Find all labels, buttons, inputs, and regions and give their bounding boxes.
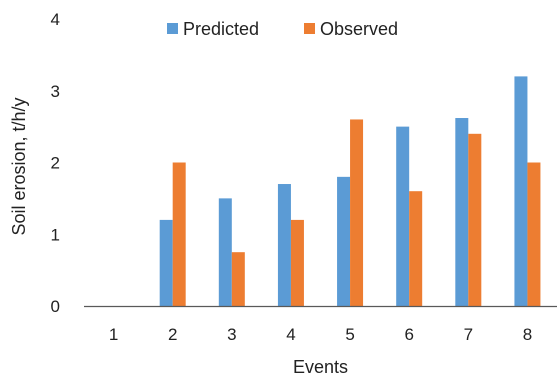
bar-observed-3: [231, 252, 245, 306]
bar-observed-7: [468, 133, 482, 306]
x-tick-label: 4: [286, 325, 295, 344]
bar-predicted-2: [159, 219, 173, 306]
bar-observed-5: [350, 119, 364, 306]
y-tick-label: 1: [51, 225, 60, 244]
y-tick-label: 0: [51, 297, 60, 316]
y-tick-label: 4: [51, 10, 60, 29]
bars: [159, 76, 541, 307]
y-axis-title: Soil erosion, t/h/y: [9, 97, 29, 235]
x-tick-label: 2: [168, 325, 177, 344]
bar-observed-2: [172, 162, 186, 306]
x-tick-label: 8: [523, 325, 532, 344]
legend-swatch-observed: [304, 23, 315, 34]
bar-predicted-6: [396, 126, 410, 306]
x-tick-label: 5: [345, 325, 354, 344]
x-tick-label: 1: [109, 325, 118, 344]
y-axis-ticks: 0 1 2 3 4: [51, 10, 60, 316]
y-tick-label: 3: [51, 82, 60, 101]
x-tick-label: 6: [404, 325, 413, 344]
x-tick-label: 7: [464, 325, 473, 344]
legend-swatch-predicted: [167, 23, 178, 34]
bar-predicted-4: [277, 184, 291, 306]
bar-observed-8: [527, 162, 541, 306]
legend-label-predicted: Predicted: [183, 19, 259, 39]
bar-predicted-8: [514, 76, 528, 307]
bar-predicted-5: [337, 176, 351, 306]
bar-predicted-7: [455, 118, 469, 306]
legend: Predicted Observed: [167, 19, 398, 39]
bar-predicted-3: [218, 198, 232, 306]
x-tick-label: 3: [227, 325, 236, 344]
legend-label-observed: Observed: [320, 19, 398, 39]
bar-observed-4: [290, 219, 304, 306]
x-axis-title: Events: [293, 357, 348, 377]
x-axis-ticks: 1 2 3 4 5 6 7 8: [109, 325, 532, 344]
bar-observed-6: [409, 191, 423, 306]
y-tick-label: 2: [51, 154, 60, 173]
